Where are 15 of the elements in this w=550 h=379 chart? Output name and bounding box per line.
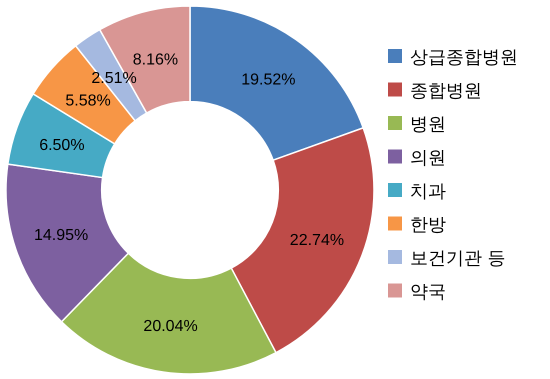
data-label: 20.04%	[143, 318, 198, 335]
data-label: 5.58%	[65, 92, 111, 110]
legend-label: 보건기관 등	[410, 248, 506, 269]
legend-label: 병원	[410, 114, 446, 135]
legend-label: 한방	[410, 214, 446, 236]
legend-label: 약국	[410, 282, 446, 302]
data-label: 19.52%	[241, 72, 296, 89]
legend-label: 치과	[410, 181, 446, 202]
data-label: 6.50%	[39, 136, 85, 154]
legend-label: 상급종합병원	[410, 47, 518, 68]
data-label: 14.95%	[34, 226, 88, 244]
data-label: 8.16%	[132, 51, 178, 68]
legend-label: 의원	[410, 148, 446, 168]
data-label: 22.74%	[290, 232, 344, 250]
legend-label: 종합병원	[410, 80, 482, 102]
